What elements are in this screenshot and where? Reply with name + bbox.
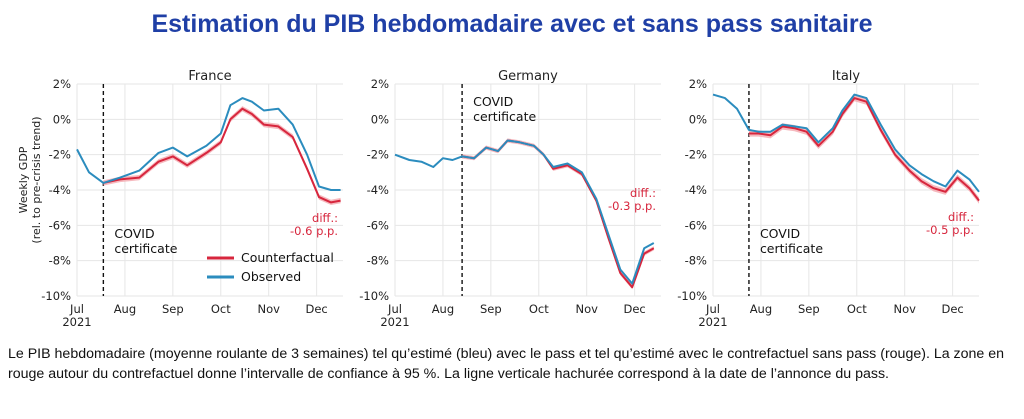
y-tick-label: -2% bbox=[367, 148, 389, 162]
x-tick-label: Nov bbox=[257, 302, 280, 316]
diff-annotation: diff.: bbox=[312, 211, 338, 225]
counterfactual-ci-band bbox=[103, 106, 341, 205]
x-tick-label: Sep bbox=[480, 302, 502, 316]
x-tick-label: Jul 2021 bbox=[380, 302, 409, 329]
counterfactual-ci-band bbox=[748, 95, 979, 204]
event-label: COVID bbox=[473, 94, 513, 109]
y-axis-label: Weekly GDP bbox=[17, 146, 30, 213]
observed-line bbox=[76, 97, 341, 191]
counterfactual-line bbox=[748, 97, 980, 202]
y-tick-label: -6% bbox=[367, 218, 389, 232]
x-tick-label: Oct bbox=[847, 302, 867, 316]
x-tick-label: Oct bbox=[529, 302, 549, 316]
y-tick-label: -4% bbox=[49, 183, 71, 197]
diff-annotation: -0.3 p.p. bbox=[608, 199, 656, 213]
x-tick-label: Dec bbox=[624, 302, 646, 316]
counterfactual-line bbox=[103, 107, 341, 204]
observed-line bbox=[394, 139, 655, 285]
legend-label: Counterfactual bbox=[241, 250, 334, 265]
y-tick-label: -10% bbox=[677, 289, 707, 303]
event-label: certificate bbox=[114, 241, 177, 256]
y-tick-label: -4% bbox=[685, 183, 707, 197]
x-tick-label: Nov bbox=[893, 302, 916, 316]
y-tick-label: 0% bbox=[371, 112, 389, 126]
diff-annotation: -0.5 p.p. bbox=[926, 223, 974, 237]
observed-line bbox=[712, 93, 980, 193]
x-tick-label: Aug bbox=[114, 302, 136, 316]
x-tick-label: Aug bbox=[432, 302, 454, 316]
panel-title: France bbox=[188, 69, 231, 84]
y-tick-label: -2% bbox=[49, 148, 71, 162]
event-label: certificate bbox=[760, 241, 823, 256]
y-tick-label: -10% bbox=[359, 289, 389, 303]
event-label: COVID bbox=[114, 226, 154, 241]
figure-title: Estimation du PIB hebdomadaire avec et s… bbox=[151, 10, 873, 38]
y-tick-label: -10% bbox=[41, 289, 71, 303]
chart-panel-france: France 2% 0% -2% -4% -6% -8% -10%Jul 2021 Aug Sep O… bbox=[17, 69, 343, 329]
y-tick-label: -6% bbox=[49, 218, 71, 232]
figure-caption: Le PIB hebdomadaire (moyenne roulante de… bbox=[8, 346, 1005, 382]
y-tick-label: 2% bbox=[53, 77, 71, 91]
diff-annotation: diff.: bbox=[948, 210, 974, 224]
diff-annotation: -0.6 p.p. bbox=[290, 224, 338, 238]
diff-annotation: diff.: bbox=[630, 186, 656, 200]
x-tick-label: Dec bbox=[306, 302, 328, 316]
panel-title: Germany bbox=[498, 69, 558, 84]
y-tick-label: -6% bbox=[685, 218, 707, 232]
x-tick-label: Sep bbox=[798, 302, 820, 316]
chart-panel-germany: Germany 2% 0% -2% -4% -6% -8% -10%Jul 2021 Aug Sep… bbox=[359, 69, 661, 329]
y-tick-label: -8% bbox=[367, 254, 389, 268]
y-axis-label: (rel. to pre-crisis trend) bbox=[30, 116, 43, 243]
event-label: COVID bbox=[760, 226, 800, 241]
x-tick-label: Jul 2021 bbox=[698, 302, 727, 329]
event-label: certificate bbox=[473, 109, 536, 124]
y-tick-label: 0% bbox=[53, 112, 71, 126]
x-tick-label: Nov bbox=[575, 302, 598, 316]
y-tick-label: -4% bbox=[367, 183, 389, 197]
y-tick-label: -2% bbox=[685, 148, 707, 162]
chart-panel-italy: Italy 2% 0% -2% -4% -6% -8% -10%Jul 2021 Aug Sep Oc… bbox=[677, 69, 980, 329]
x-tick-label: Dec bbox=[942, 302, 964, 316]
y-tick-label: 2% bbox=[689, 77, 707, 91]
y-tick-label: -8% bbox=[685, 254, 707, 268]
legend-label: Observed bbox=[241, 269, 301, 284]
x-tick-label: Sep bbox=[162, 302, 184, 316]
y-tick-label: -8% bbox=[49, 254, 71, 268]
x-tick-label: Jul 2021 bbox=[62, 302, 91, 329]
x-tick-label: Oct bbox=[211, 302, 231, 316]
panel-title: Italy bbox=[832, 69, 861, 84]
x-tick-label: Aug bbox=[750, 302, 772, 316]
y-tick-label: 0% bbox=[689, 112, 707, 126]
y-tick-label: 2% bbox=[371, 77, 389, 91]
